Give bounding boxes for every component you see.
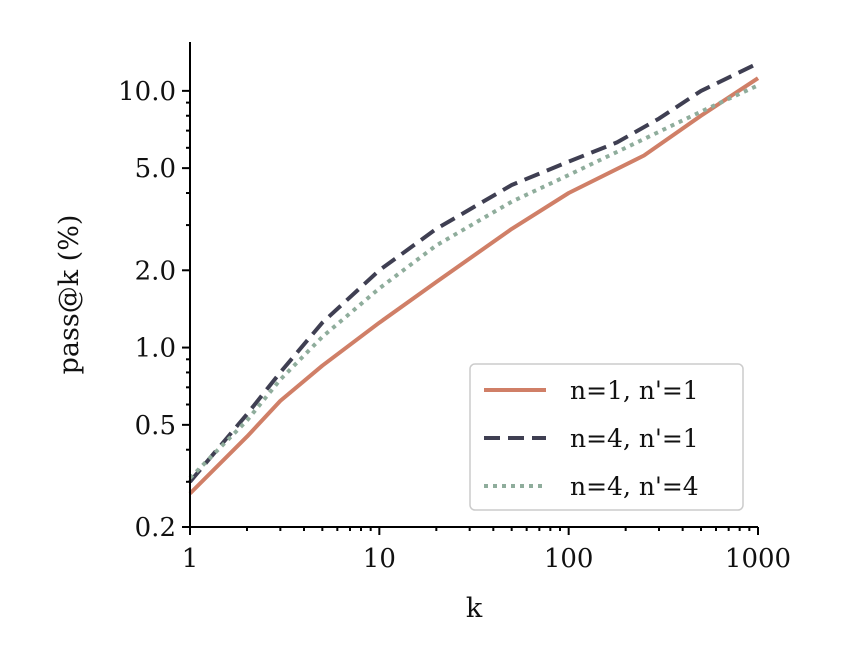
legend-label-1: n=1, n'=1	[570, 376, 699, 405]
series-line-1	[188, 76, 760, 495]
y-tick-label: 1.0	[135, 334, 176, 364]
y-axis-label: pass@k (%)	[54, 215, 85, 375]
legend-label-3: n=4, n'=4	[570, 472, 699, 501]
x-tick-label: 100	[544, 544, 594, 574]
x-tick-label: 1	[182, 544, 199, 574]
axes	[189, 42, 758, 528]
x-tick-label: 1000	[725, 544, 791, 574]
legend-box	[469, 363, 744, 511]
x-tick-label: 10	[363, 544, 396, 574]
series-layer	[188, 61, 760, 495]
legend-label-2: n=4, n'=1	[570, 424, 699, 453]
x-axis-label: k	[466, 593, 483, 624]
y-tick-label: 0.5	[135, 411, 176, 441]
y-tick-label: 0.2	[135, 513, 176, 543]
y-tick-label: 2.0	[135, 256, 176, 286]
y-tick-label: 10.0	[118, 77, 176, 107]
legend: n=1, n'=1 n=4, n'=1 n=4, n'=4	[469, 363, 744, 511]
y-tick-label: 5.0	[135, 154, 176, 184]
ticks: 1 10 100 1000 0.2 0.5 1.0 2.0 5.0 10.0	[118, 77, 791, 574]
series-line-2	[188, 61, 759, 484]
